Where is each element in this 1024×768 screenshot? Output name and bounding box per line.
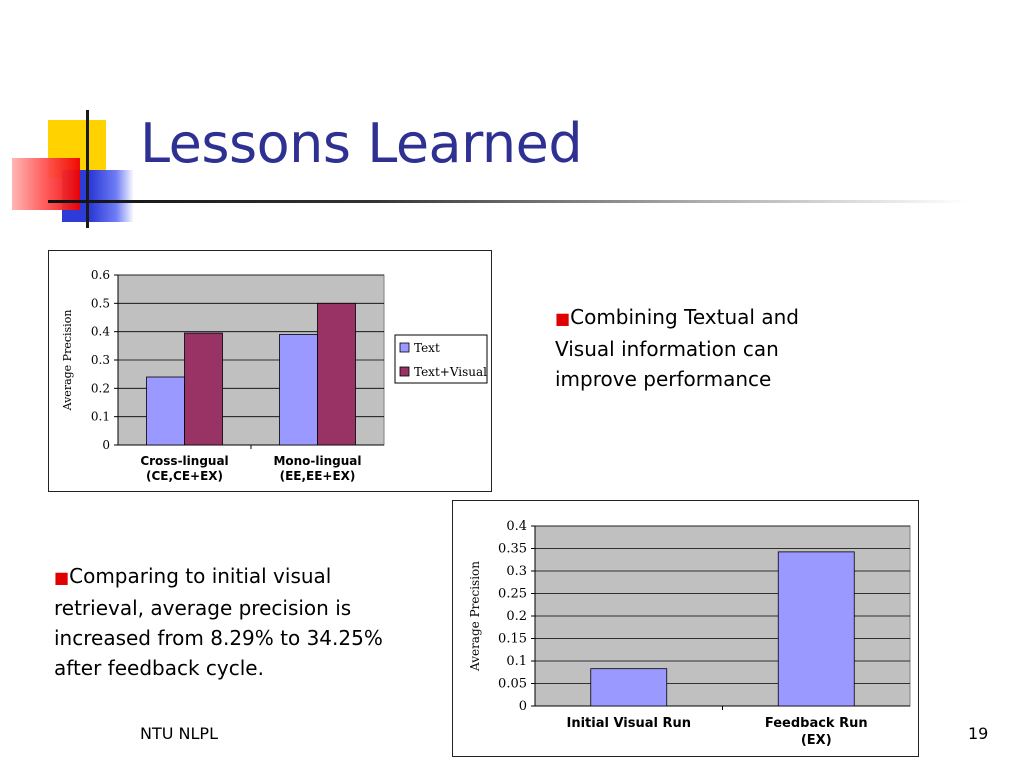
- legend-swatch: [399, 366, 410, 377]
- y-tick-label: 0.4: [91, 325, 110, 339]
- y-tick-label: 0.35: [498, 542, 527, 557]
- slide-logo: [0, 100, 150, 230]
- bar: [590, 668, 668, 707]
- bar: [146, 376, 185, 446]
- y-tick-label: 0.2: [506, 609, 527, 624]
- y-tick-label: 0.05: [498, 677, 527, 692]
- y-tick-label: 0.6: [91, 268, 110, 282]
- x-category-label: Cross-lingual: [140, 454, 228, 468]
- chart1-svg: 0 0.1 0.2 0.3 0.4 0.5 0.6 Average Precision Cros…: [61, 268, 488, 483]
- bar: [777, 551, 855, 707]
- bullet-square-icon: ■: [54, 568, 70, 587]
- y-tick-label: 0.4: [506, 519, 527, 534]
- title-underline: [48, 200, 968, 203]
- y-tick-label: 0.25: [498, 587, 527, 602]
- y-tick-label: 0.3: [91, 353, 110, 367]
- bar: [279, 334, 318, 446]
- bar: [317, 302, 356, 446]
- x-category-label: Feedback Run: [765, 716, 868, 731]
- y-tick-label: 0.15: [498, 632, 527, 647]
- bullet-combining: ■Combining Textual and Visual informatio…: [555, 302, 855, 394]
- bullet-comparing: ■Comparing to initial visual retrieval, …: [54, 561, 399, 683]
- x-category-sublabel: (EE,EE+EX): [280, 469, 356, 483]
- bar: [184, 332, 223, 446]
- logo-vertical-line: [86, 110, 89, 228]
- y-tick-label: 0.2: [91, 381, 110, 395]
- legend-label: Text+Visual: [414, 365, 487, 379]
- x-category-label: Mono-lingual: [273, 454, 361, 468]
- y-tick-label: 0.1: [91, 410, 110, 424]
- page-number: 19: [968, 724, 989, 743]
- bullet-square-icon: ■: [555, 309, 571, 328]
- legend-swatch: [399, 342, 410, 353]
- chart2-svg: 0 0.05 0.1 0.15 0.2 0.25 0.3 0.35 0.4 Average Pre…: [468, 519, 911, 748]
- footer-org: NTU NLPL: [140, 724, 218, 743]
- y-tick-label: 0.1: [506, 654, 527, 669]
- x-category-sublabel: (EX): [801, 733, 832, 748]
- slide-title: Lessons Learned: [140, 112, 583, 175]
- bullet-text: Comparing to initial visual retrieval, a…: [54, 564, 383, 680]
- x-category-label: Initial Visual Run: [566, 716, 691, 731]
- x-category-sublabel: (CE,CE+EX): [146, 469, 223, 483]
- chart-visual-vs-feedback: 0 0.05 0.1 0.15 0.2 0.25 0.3 0.35 0.4 Average Pre…: [452, 500, 919, 757]
- y-tick-label: 0.5: [91, 296, 110, 310]
- legend-box: [394, 334, 488, 384]
- y-tick-label: 0.3: [506, 564, 527, 579]
- bullet-text: Combining Textual and Visual information…: [555, 305, 799, 391]
- y-tick-label: 0: [102, 438, 110, 452]
- y-axis-label: Average Precision: [468, 561, 482, 672]
- legend-label: Text: [414, 341, 440, 355]
- chart-crosslingual-vs-monolingual: 0 0.1 0.2 0.3 0.4 0.5 0.6 Average Precision Cros…: [48, 250, 492, 492]
- y-axis-label: Average Precision: [61, 310, 74, 412]
- y-tick-label: 0: [519, 699, 527, 714]
